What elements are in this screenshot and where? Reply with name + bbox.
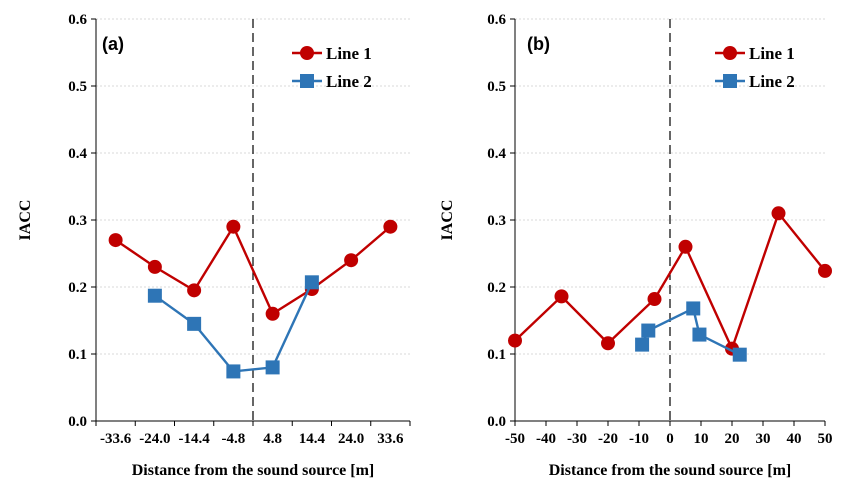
x-tick-label: 24.0: [338, 431, 364, 447]
data-point-line2: [686, 301, 701, 316]
y-tick-label: 0.2: [68, 280, 87, 296]
y-tick-label: 0.6: [487, 12, 506, 28]
data-point-line1: [108, 233, 123, 248]
x-tick-label: -20: [598, 431, 618, 447]
data-point-line1: [678, 239, 693, 254]
y-tick-label: 0.5: [68, 79, 87, 95]
x-tick-label: 50: [818, 431, 833, 447]
legend-label-1: Line 1: [749, 44, 795, 63]
y-tick-label: 0.1: [487, 347, 506, 363]
x-tick-label: -4.8: [222, 431, 246, 447]
series-line-2: [154, 281, 313, 373]
legend-label-1: Line 1: [326, 44, 372, 63]
data-point-line1: [344, 253, 359, 268]
chart-panel-b: 0.0 0.1 0.2 0.3 0.4 0.5 0.6 -50 -40 -30 -20 -10 0 10 2…: [439, 12, 833, 479]
data-point-line1: [601, 336, 615, 351]
data-point-line2: [265, 360, 280, 375]
chart-panel-a: 0.0 0.1 0.2 0.3 0.4 0.5 0.6 -33.6 -24.0 -14.4 -4.8…: [17, 12, 411, 479]
data-point-line2: [692, 327, 707, 342]
data-point-line1: [265, 306, 280, 321]
x-axis-label: Distance from the sound source [m]: [549, 462, 792, 479]
x-tick-label: 0: [666, 431, 674, 447]
y-tick-label: 0.6: [68, 12, 87, 28]
data-point-line2: [226, 364, 241, 379]
y-tick-label: 0.3: [487, 213, 506, 229]
x-tick-label: 40: [787, 431, 802, 447]
data-point-line1: [187, 283, 202, 298]
x-tick-label: 10: [694, 431, 709, 447]
data-point-line1: [508, 333, 522, 348]
legend-marker-1: [300, 46, 314, 60]
x-axis-label: Distance from the sound source [m]: [132, 462, 375, 479]
y-tick-label: 0.4: [487, 146, 506, 162]
x-tick-label: -30: [567, 431, 587, 447]
data-point-line2: [635, 337, 650, 352]
y-tick-label: 0.3: [68, 213, 87, 229]
data-point-line2: [641, 323, 656, 338]
y-tick-label: 0.2: [487, 280, 506, 296]
y-tick-label: 0.1: [68, 347, 87, 363]
data-point-line1: [147, 259, 162, 274]
x-tick-label: -14.4: [179, 431, 211, 447]
panel-label: (b): [527, 34, 550, 54]
x-tick-label: 33.6: [377, 431, 404, 447]
data-point-line2: [732, 347, 747, 362]
x-tick-label: -24.0: [139, 431, 170, 447]
data-point-line1: [818, 263, 832, 278]
data-point-line1: [383, 219, 398, 234]
x-tick-label: -10: [629, 431, 649, 447]
legend-marker-1: [723, 46, 737, 60]
legend-label-2: Line 2: [749, 72, 795, 91]
y-tick-label: 0.4: [68, 146, 87, 162]
x-tick-label: -50: [505, 431, 525, 447]
data-point-line2: [147, 288, 162, 303]
y-tick-label: 0.5: [487, 79, 506, 95]
data-point-line1: [647, 292, 662, 307]
panel-label: (a): [102, 34, 124, 54]
x-tick-label: 30: [756, 431, 771, 447]
legend-label-2: Line 2: [326, 72, 372, 91]
data-point-line1: [771, 206, 786, 221]
y-axis-label: IACC: [17, 200, 34, 241]
legend-marker-2: [300, 74, 314, 88]
data-point-line1: [226, 219, 241, 234]
x-tick-label: 20: [725, 431, 740, 447]
x-tick-label: 14.4: [299, 431, 326, 447]
y-tick-label: 0.0: [68, 414, 87, 430]
data-point-line2: [187, 316, 202, 331]
x-tick-label: 4.8: [263, 431, 282, 447]
series-line-1: [114, 224, 392, 316]
x-tick-label: -40: [536, 431, 556, 447]
y-axis-label: IACC: [439, 200, 456, 241]
series-line-1: [514, 210, 826, 352]
data-point-line2: [304, 275, 319, 290]
data-point-line1: [554, 289, 569, 304]
legend-marker-2: [723, 74, 737, 88]
y-tick-label: 0.0: [487, 414, 506, 430]
x-tick-label: -33.6: [100, 431, 132, 447]
